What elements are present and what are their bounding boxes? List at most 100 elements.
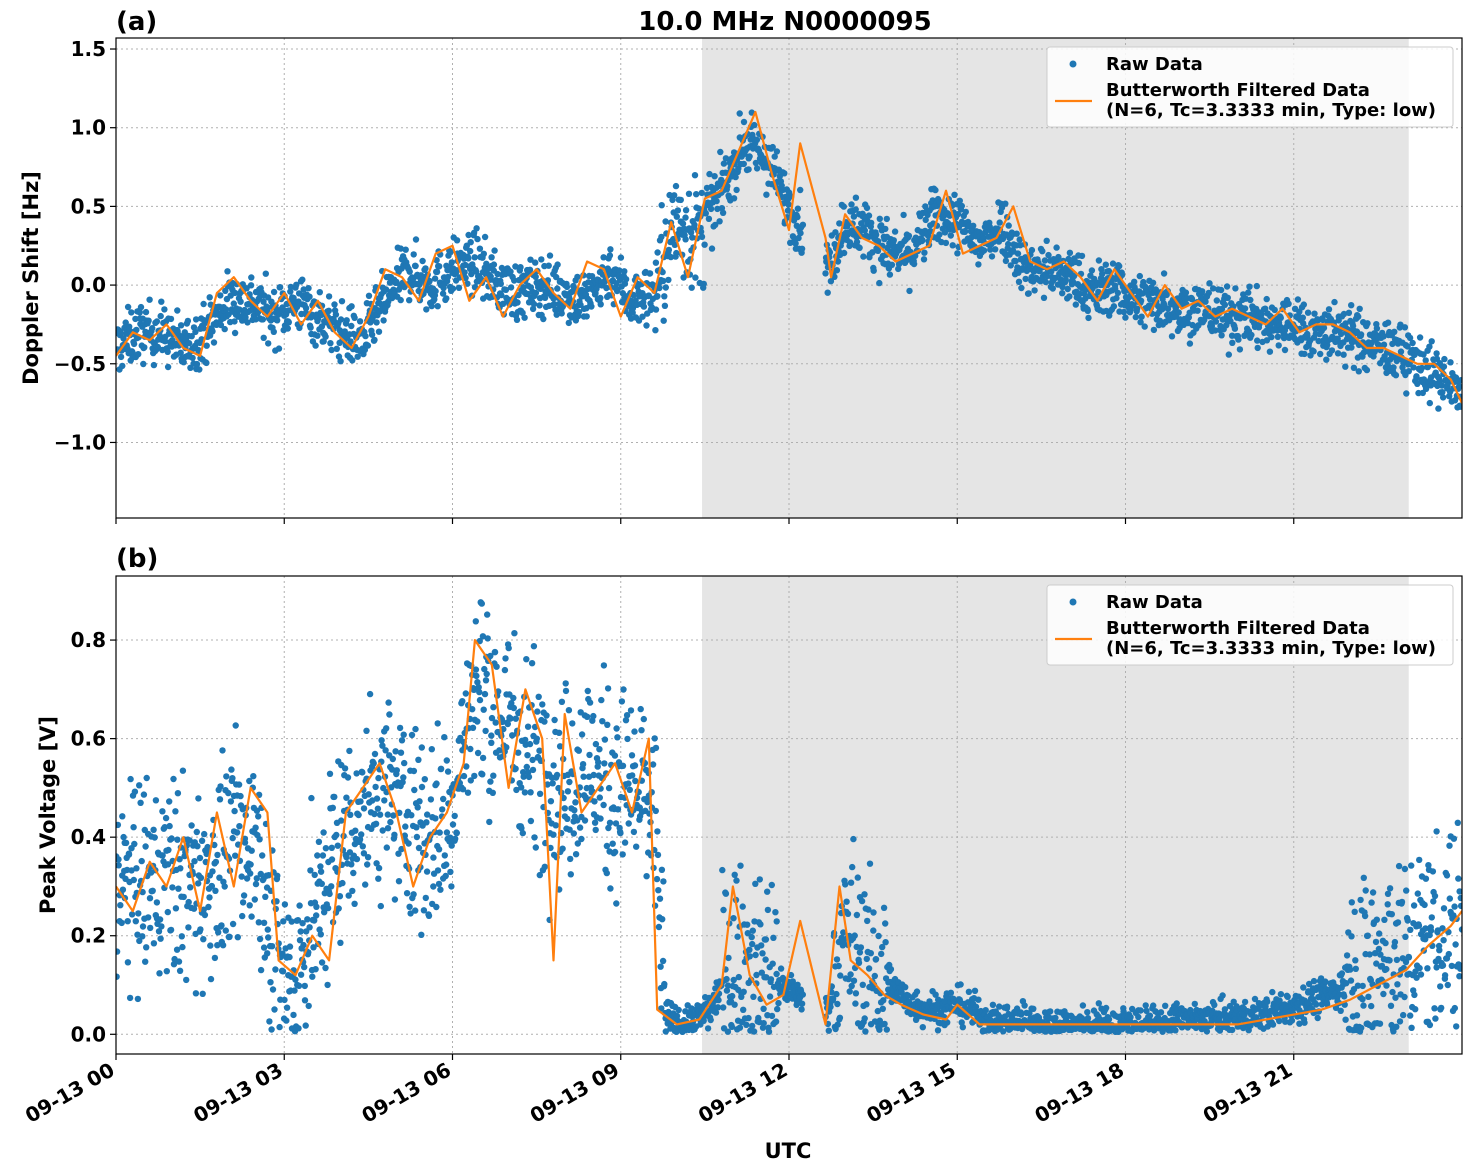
raw-data-point xyxy=(1358,1024,1365,1032)
raw-data-point xyxy=(652,306,660,313)
raw-data-point xyxy=(359,769,366,776)
raw-data-point xyxy=(156,916,164,923)
raw-data-point xyxy=(1146,1012,1154,1019)
raw-data-point xyxy=(600,254,607,261)
raw-data-point xyxy=(1359,982,1366,990)
raw-data-point xyxy=(762,956,769,963)
raw-data-point xyxy=(423,819,430,826)
raw-data-point xyxy=(460,772,468,780)
raw-data-point xyxy=(481,690,489,698)
raw-data-point xyxy=(1135,1013,1142,1021)
y-tick-label: 1.5 xyxy=(71,37,106,61)
raw-data-point xyxy=(630,291,637,299)
raw-data-point xyxy=(887,966,895,973)
raw-data-point xyxy=(476,688,483,696)
raw-data-point xyxy=(439,806,446,813)
raw-data-point xyxy=(865,212,873,219)
raw-data-point xyxy=(415,844,423,852)
raw-data-point xyxy=(1150,1002,1157,1009)
raw-data-point xyxy=(343,794,350,801)
raw-data-point xyxy=(345,892,352,899)
raw-data-point xyxy=(1066,249,1074,256)
raw-data-point xyxy=(559,845,566,852)
raw-data-point xyxy=(239,899,247,906)
raw-data-point xyxy=(191,858,198,865)
raw-data-point xyxy=(763,191,770,198)
raw-data-point xyxy=(833,990,840,998)
raw-data-point xyxy=(507,268,514,275)
raw-data-point xyxy=(586,751,593,759)
raw-data-point xyxy=(375,864,383,872)
raw-data-point xyxy=(1254,337,1261,344)
raw-data-point xyxy=(133,326,140,334)
panel-a-ylabel: Doppler Shift [Hz] xyxy=(19,171,43,385)
raw-data-point xyxy=(566,826,573,833)
raw-data-point xyxy=(861,891,868,898)
panel-a-doppler-shift: (a) Doppler Shift [Hz] −1.0−0.50.00.51.0… xyxy=(19,7,1463,524)
raw-data-point xyxy=(283,1017,290,1024)
raw-data-point xyxy=(326,890,333,898)
data-layer xyxy=(116,599,1462,1036)
raw-data-point xyxy=(247,861,254,868)
raw-data-point xyxy=(285,319,292,326)
raw-data-point xyxy=(119,886,127,893)
raw-data-point xyxy=(1221,1006,1229,1013)
raw-data-point xyxy=(1305,980,1313,988)
raw-data-point xyxy=(1157,1009,1165,1016)
raw-data-point xyxy=(1386,356,1394,363)
raw-data-point xyxy=(1341,993,1348,1000)
raw-data-point xyxy=(1142,1002,1149,1009)
raw-data-point xyxy=(493,663,500,670)
raw-data-point xyxy=(743,1021,750,1028)
raw-data-point xyxy=(421,776,428,783)
raw-data-point xyxy=(606,252,614,259)
raw-data-point xyxy=(824,289,831,296)
raw-data-point xyxy=(1438,382,1446,389)
raw-data-point xyxy=(643,873,650,880)
raw-data-point xyxy=(757,921,764,928)
raw-data-point xyxy=(958,202,965,210)
raw-data-point xyxy=(1294,296,1302,303)
raw-data-point xyxy=(325,293,333,300)
raw-data-point xyxy=(1264,998,1271,1005)
raw-data-point xyxy=(348,861,355,868)
raw-data-point xyxy=(216,874,223,881)
raw-data-point xyxy=(724,982,732,989)
raw-data-point xyxy=(225,789,232,797)
raw-data-point xyxy=(702,210,709,217)
raw-data-point xyxy=(205,903,212,911)
raw-data-point xyxy=(745,166,752,173)
raw-data-point xyxy=(1025,290,1032,297)
raw-data-point xyxy=(476,637,483,645)
raw-data-point xyxy=(1160,270,1168,277)
raw-data-point xyxy=(346,747,353,755)
raw-data-point xyxy=(1205,289,1213,297)
raw-data-point xyxy=(1018,284,1025,292)
raw-data-point xyxy=(620,686,627,693)
raw-data-point xyxy=(260,334,267,341)
raw-data-point xyxy=(1276,1017,1283,1025)
raw-data-point xyxy=(720,1004,727,1011)
raw-data-point xyxy=(351,900,358,907)
raw-data-point xyxy=(1202,298,1209,305)
raw-data-point xyxy=(145,914,152,921)
raw-data-point xyxy=(693,191,700,198)
raw-data-point xyxy=(400,731,407,738)
raw-data-point xyxy=(167,315,175,323)
raw-data-point xyxy=(476,245,484,252)
raw-data-point xyxy=(837,972,844,979)
raw-data-point xyxy=(746,153,753,160)
raw-data-point xyxy=(326,770,334,777)
raw-data-point xyxy=(142,308,150,316)
raw-data-point xyxy=(1143,1007,1150,1015)
raw-data-point xyxy=(595,759,602,766)
raw-data-point xyxy=(321,909,328,916)
raw-data-point xyxy=(406,297,413,304)
raw-data-point xyxy=(1212,318,1220,325)
raw-data-point xyxy=(475,684,482,691)
raw-data-point xyxy=(328,844,335,851)
raw-data-point xyxy=(525,773,533,781)
raw-data-point xyxy=(488,739,495,746)
raw-data-point xyxy=(243,875,251,882)
raw-data-point xyxy=(658,233,665,241)
